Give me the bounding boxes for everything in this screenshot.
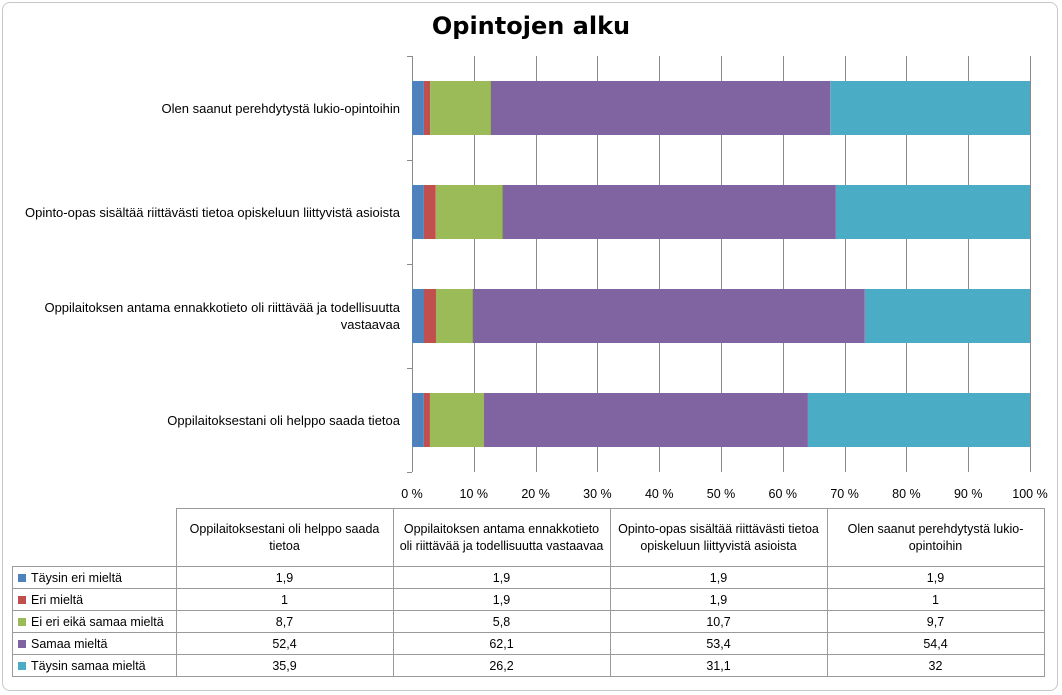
table-cell: 1,9 — [609, 588, 828, 611]
legend-swatch — [18, 639, 26, 648]
category-label: Olen saanut perehdytystä lukio-opintoihi… — [161, 100, 400, 116]
legend-swatch — [18, 595, 26, 604]
table-row: Samaa mieltä 52,4 62,1 53,4 54,4 — [12, 632, 1045, 655]
legend-entry: Samaa mieltä — [12, 632, 177, 655]
table-cell: 1,9 — [392, 588, 611, 611]
table-cell: 1 — [175, 588, 394, 611]
bar-segment — [435, 289, 473, 343]
category-label: Opinto-opas sisältää riittävästi tietoa … — [24, 204, 400, 220]
table-cell: 53,4 — [609, 632, 828, 655]
bar-segment — [430, 81, 491, 135]
legend-swatch — [18, 661, 26, 670]
legend-entry: Täysin eri mieltä — [12, 566, 177, 589]
x-tick-label: 50 % — [707, 487, 736, 501]
category-label: Oppilaitoksestani oli helppo saada tieto… — [167, 412, 400, 428]
table-column-header: Oppilaitoksestani oli helppo saada tieto… — [175, 508, 394, 567]
table-cell: 9,7 — [826, 610, 1045, 633]
chart-title: Opintojen alku — [431, 12, 631, 40]
table-cell: 1,9 — [392, 566, 611, 589]
table-row: Eri mieltä 1 1,9 1,9 1 — [12, 588, 1045, 611]
bar-segment — [423, 289, 436, 343]
bar-segment — [412, 289, 424, 343]
x-tick-label: 80 % — [892, 487, 921, 501]
bar-segment — [807, 393, 1030, 447]
legend-swatch — [18, 573, 26, 582]
table-cell: 5,8 — [392, 610, 611, 633]
bar-segment — [423, 393, 430, 447]
table-row: Täysin eri mieltä 1,9 1,9 1,9 1,9 — [12, 566, 1045, 589]
x-tick-label: 30 % — [583, 487, 612, 501]
bar-segment — [490, 81, 831, 135]
x-tick-label: 20 % — [521, 487, 550, 501]
bar-segment — [412, 185, 424, 239]
table-row: Täysin samaa mieltä 35,9 26,2 31,1 32 — [12, 654, 1045, 677]
legend-entry: Täysin samaa mieltä — [12, 654, 177, 677]
x-tick-label: 60 % — [769, 487, 798, 501]
table-column-header: Oppilaitoksen antama ennakkotieto oli ri… — [392, 508, 611, 567]
table-cell: 35,9 — [175, 654, 394, 677]
bar-segment — [423, 185, 436, 239]
legend-entry: Ei eri eikä samaa mieltä — [12, 610, 177, 633]
data-table-body: Täysin eri mieltä 1,9 1,9 1,9 1,9 Eri mieltä 1… — [12, 566, 1045, 677]
table-cell: 10,7 — [609, 610, 828, 633]
x-tick-label: 0 % — [401, 487, 423, 501]
bar-segment — [864, 289, 1030, 343]
table-cell: 52,4 — [175, 632, 394, 655]
table-cell: 8,7 — [175, 610, 394, 633]
x-tick-label: 10 % — [460, 487, 489, 501]
table-cell: 26,2 — [392, 654, 611, 677]
bar-segment — [472, 289, 865, 343]
bar-segment — [483, 393, 808, 447]
bar-segment — [412, 393, 424, 447]
legend-label: Eri mieltä — [31, 592, 84, 607]
bar-segment — [435, 185, 503, 239]
table-cell: 1 — [826, 588, 1045, 611]
legend-label: Samaa mieltä — [31, 636, 108, 651]
bar-segment — [412, 81, 424, 135]
table-cell: 54,4 — [826, 632, 1045, 655]
legend-entry: Eri mieltä — [12, 588, 177, 611]
legend-swatch — [18, 617, 26, 626]
table-cell: 31,1 — [609, 654, 828, 677]
table-column-header: Opinto-opas sisältää riittävästi tietoa … — [609, 508, 828, 567]
data-table-header: Oppilaitoksestani oli helppo saada tieto… — [12, 508, 1045, 567]
table-cell: 1,9 — [609, 566, 828, 589]
category-label: Oppilaitoksen antama ennakkotieto oli ri… — [44, 300, 400, 332]
legend-label: Ei eri eikä samaa mieltä — [31, 614, 164, 629]
bar-segment — [423, 81, 431, 135]
table-corner — [12, 508, 177, 567]
x-tick-label: 40 % — [645, 487, 674, 501]
bar-segment — [502, 185, 836, 239]
data-table: Oppilaitoksestani oli helppo saada tieto… — [12, 508, 1045, 677]
table-cell: 1,9 — [175, 566, 394, 589]
bar-segment — [830, 81, 1030, 135]
table-column-header: Olen saanut perehdytystä lukio-opintoihi… — [826, 508, 1045, 567]
table-cell: 1,9 — [826, 566, 1045, 589]
legend-label: Täysin samaa mieltä — [31, 658, 146, 673]
legend-label: Täysin eri mieltä — [31, 570, 122, 585]
x-tick-label: 90 % — [954, 487, 983, 501]
table-row: Ei eri eikä samaa mieltä 8,7 5,8 10,7 9,7 — [12, 610, 1045, 633]
x-tick-label: 70 % — [830, 487, 859, 501]
table-cell: 62,1 — [392, 632, 611, 655]
table-cell: 32 — [826, 654, 1045, 677]
x-tick-label: 100 % — [1012, 487, 1047, 501]
bar-segment — [835, 185, 1030, 239]
bar-segment — [429, 393, 484, 447]
